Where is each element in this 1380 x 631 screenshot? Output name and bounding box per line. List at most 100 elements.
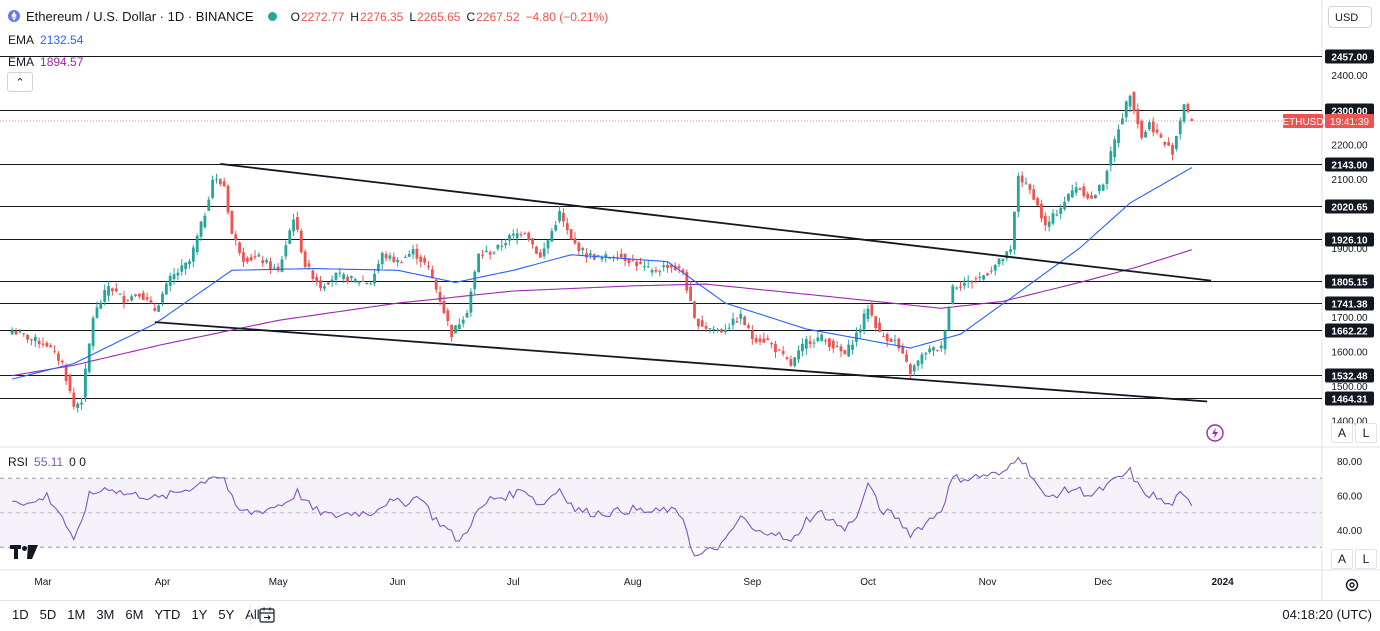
flash-icon[interactable] [1206, 424, 1224, 442]
candle-body [492, 252, 496, 254]
range-3m[interactable]: 3M [96, 607, 115, 622]
chart-canvas[interactable]: 2457.00 2300.00 2143.00 2020.65 1926.10 1805.… [0, 0, 1380, 600]
candle-body [380, 252, 384, 265]
log-scale-button-rsi[interactable]: L [1355, 549, 1377, 569]
range-5y[interactable]: 5Y [218, 607, 235, 622]
symbol-title[interactable]: Ethereum / U.S. Dollar · 1D · BINANCE [26, 9, 254, 24]
candles [10, 91, 1194, 413]
candle-up [716, 327, 720, 333]
candle-body [87, 343, 91, 372]
candle-up [180, 259, 184, 276]
candle-body [134, 294, 137, 297]
candle-body [504, 243, 507, 246]
candle-up [161, 291, 164, 306]
candle-up [376, 259, 380, 274]
candle-up [103, 284, 107, 306]
candle-body [1178, 120, 1182, 135]
candle-body [299, 230, 303, 253]
range-1m[interactable]: 1M [67, 607, 86, 622]
candle-body [735, 321, 739, 323]
trendline [154, 321, 1208, 403]
candle-down [700, 315, 704, 328]
level-label: 1532.48 [1325, 368, 1374, 383]
candle-body [955, 287, 959, 289]
candle-body [130, 296, 134, 301]
candle-body [496, 244, 500, 249]
range-6m[interactable]: 6M [125, 607, 144, 622]
log-scale-button-main[interactable]: L [1355, 423, 1377, 443]
candle-down [696, 318, 700, 330]
candle-up [727, 323, 731, 330]
candle-body [866, 308, 870, 319]
range-ytd[interactable]: YTD [154, 607, 181, 622]
candle-body [30, 339, 33, 341]
candle-body [750, 330, 754, 339]
range-1y[interactable]: 1Y [191, 607, 208, 622]
currency-select[interactable]: USD [1328, 6, 1372, 28]
candle-body [535, 246, 538, 254]
candle-body [80, 402, 83, 405]
candle-body [785, 357, 789, 360]
candle-down [758, 334, 762, 346]
tradingview-logo-icon[interactable] [10, 545, 38, 559]
candle-down [989, 266, 993, 274]
x-tick-label: Jun [390, 577, 406, 588]
candle-body [469, 291, 473, 313]
candle-down [45, 340, 49, 348]
bottom-toolbar: 1D 5D 1M 3M 6M YTD 1Y 5Y All 04:18:20 (UTC) [0, 600, 1380, 631]
range-5d[interactable]: 5D [39, 607, 57, 622]
range-all[interactable]: All [245, 607, 260, 622]
candle-down [242, 247, 245, 268]
candle-down [238, 241, 242, 256]
candle-body [820, 334, 824, 341]
candle-body [508, 235, 511, 241]
collapse-legend-button[interactable]: ⌃ [7, 72, 33, 92]
level-label-text: 2457.00 [1331, 53, 1368, 64]
candle-down [1082, 183, 1086, 199]
candle-up [403, 254, 407, 259]
rsi-tick-label: 60.00 [1337, 492, 1362, 503]
candle-up [851, 339, 854, 355]
calendar-goto-icon[interactable] [258, 606, 276, 624]
range-1d[interactable]: 1D [12, 607, 29, 622]
level-label: 2020.65 [1325, 199, 1374, 214]
candle-up [947, 306, 951, 331]
candle-body [403, 256, 407, 258]
candle-body [215, 179, 218, 181]
candle-down [843, 349, 847, 355]
candle-down [1136, 103, 1140, 129]
utc-clock[interactable]: 04:18:20 (UTC) [1282, 607, 1372, 622]
ema-legend-slow[interactable]: EMA 1894.57 [8, 55, 84, 69]
ema-legend-fast[interactable]: EMA 2132.54 [8, 33, 84, 47]
candle-down [881, 332, 885, 338]
rsi-legend[interactable]: RSI 55.11 0 0 [8, 455, 86, 469]
candle-down [296, 211, 299, 233]
candle-up [993, 263, 997, 276]
candle-body [1144, 131, 1147, 138]
candle-body [76, 403, 80, 408]
market-status-dot [267, 12, 277, 21]
candle-down [1140, 119, 1144, 140]
candle-down [114, 282, 118, 293]
candle-down [1171, 142, 1174, 161]
candle-body [662, 265, 666, 268]
candle-body [1140, 121, 1144, 138]
gear-icon[interactable] [1344, 577, 1360, 593]
auto-scale-button-main[interactable]: A [1331, 423, 1353, 443]
level-label-bg [1325, 199, 1374, 214]
candle-up [168, 272, 172, 292]
candle-down [60, 359, 64, 366]
candle-up [662, 260, 666, 272]
candle-body [1090, 195, 1093, 199]
candle-down [623, 253, 627, 267]
candle-body [1117, 129, 1120, 144]
candle-up [388, 252, 392, 262]
candle-up [373, 268, 376, 287]
auto-scale-button-rsi[interactable]: A [1331, 549, 1353, 569]
candle-body [64, 366, 68, 382]
candle-body [727, 327, 731, 329]
candle-body [438, 292, 442, 302]
candle-body [484, 250, 488, 252]
candle-body [893, 339, 897, 341]
candle-body [60, 360, 64, 363]
